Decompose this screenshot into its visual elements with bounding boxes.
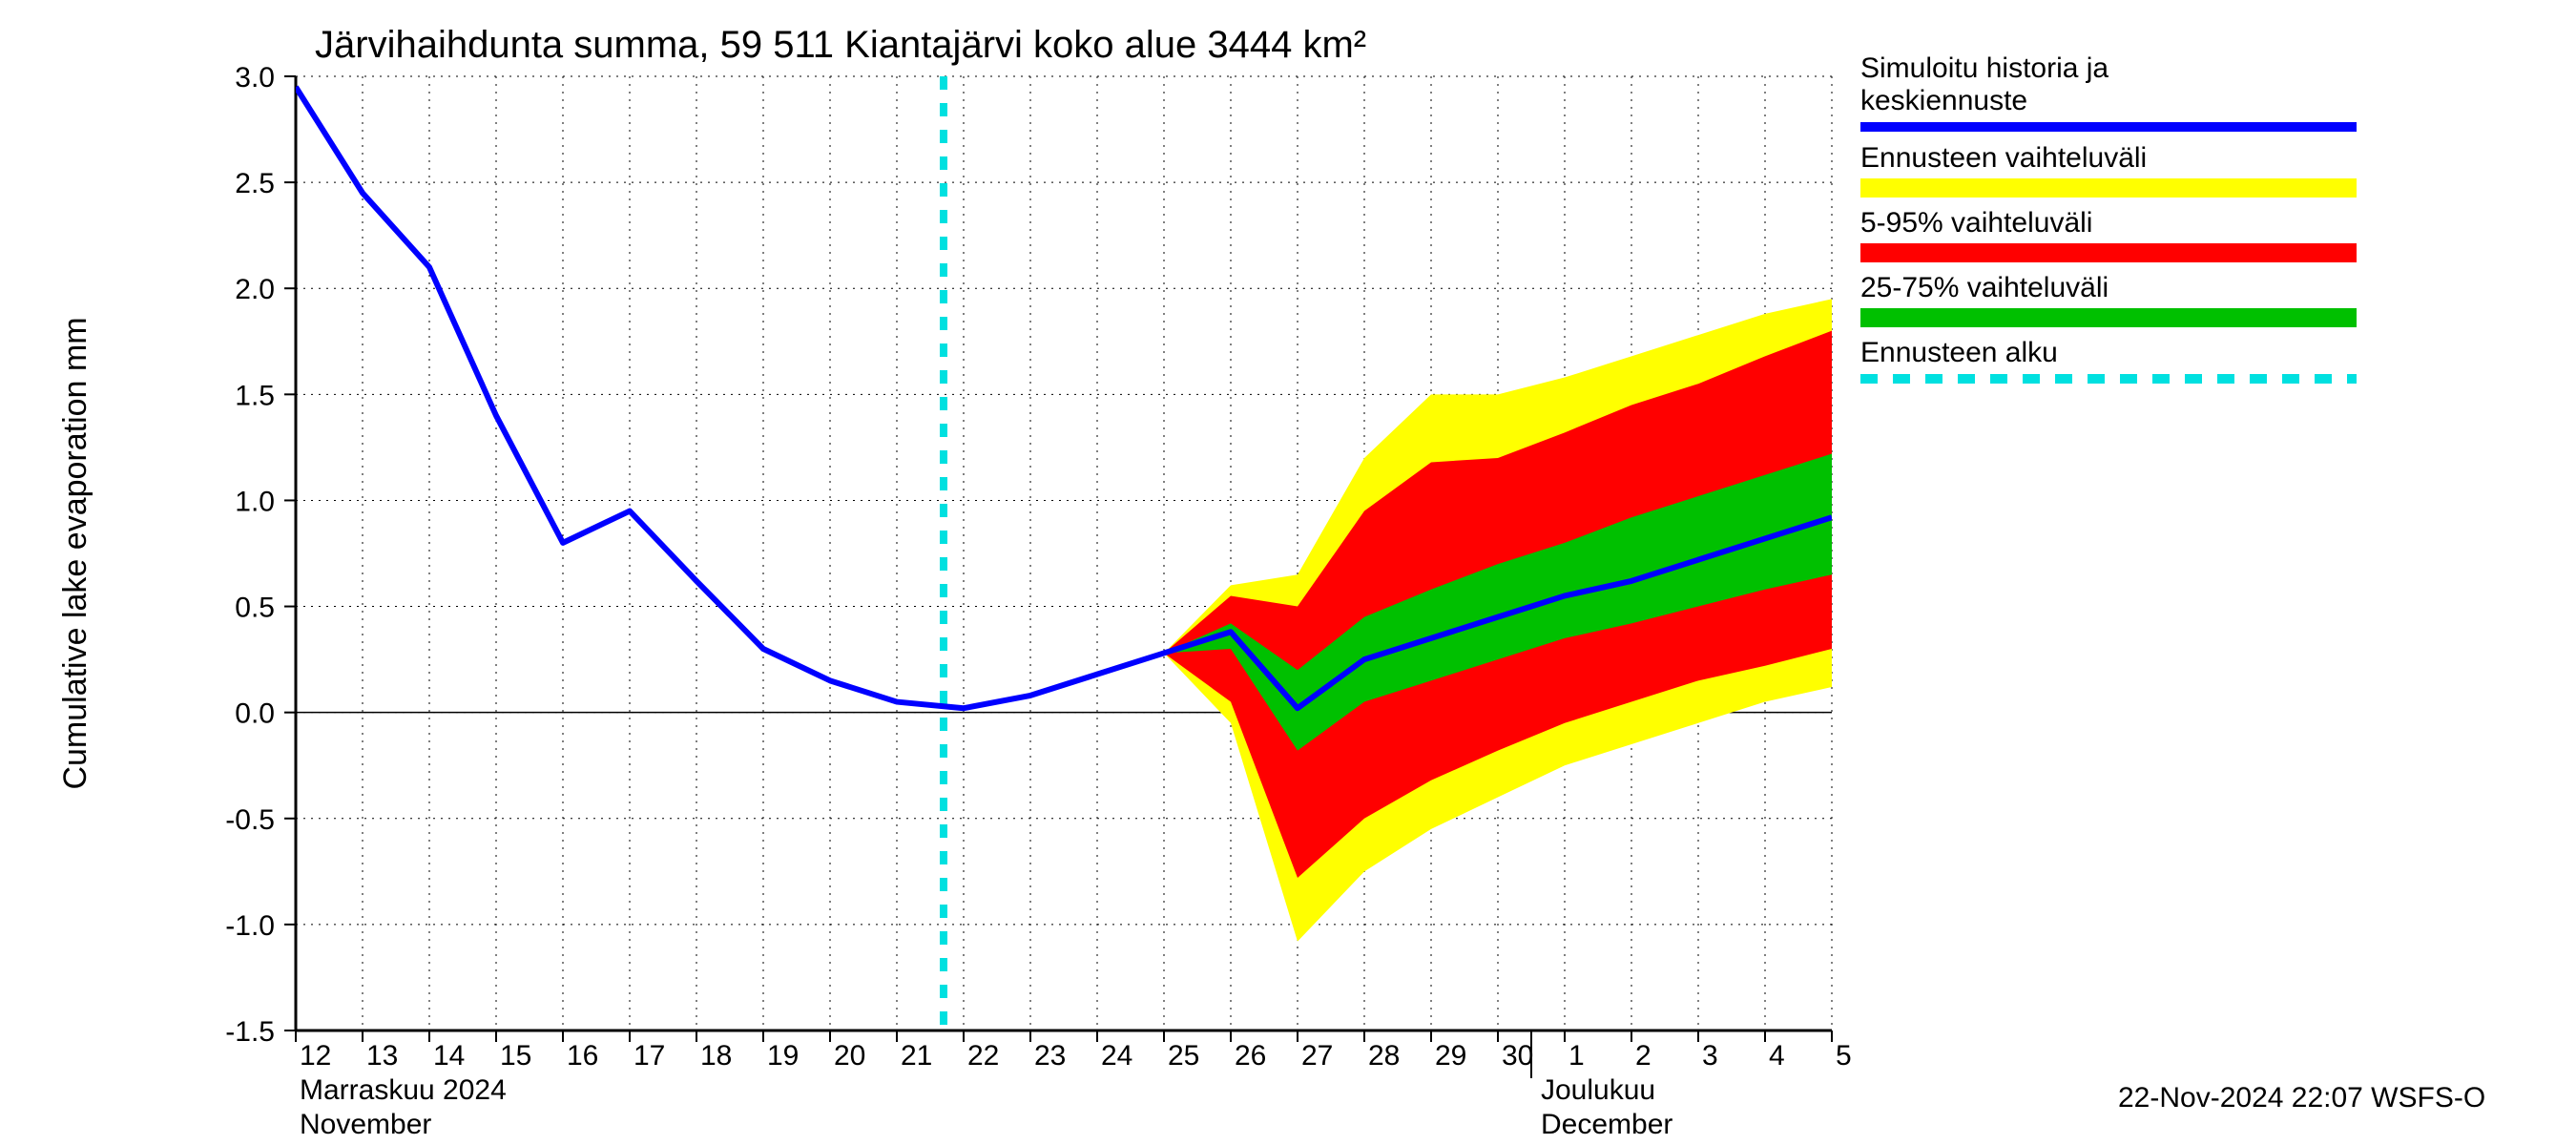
y-tick-label: 1.5 bbox=[235, 380, 275, 411]
x-tick-label: 17 bbox=[634, 1040, 665, 1072]
x-tick-label: 24 bbox=[1101, 1040, 1132, 1072]
chart-bg bbox=[0, 0, 2576, 1145]
legend-label: Ennusteen vaihteluväli bbox=[1860, 142, 2147, 174]
y-axis-label: Cumulative lake evaporation mm bbox=[57, 317, 93, 789]
legend-label: 25-75% vaihteluväli bbox=[1860, 272, 2109, 303]
y-tick-label: 0.0 bbox=[235, 698, 275, 730]
y-tick-label: 3.0 bbox=[235, 62, 275, 94]
x-tick-label: 16 bbox=[567, 1040, 598, 1072]
legend-label: keskiennuste bbox=[1860, 85, 2027, 116]
y-tick-label: 2.0 bbox=[235, 274, 275, 305]
y-tick-label: -0.5 bbox=[225, 804, 275, 836]
month-right-en: December bbox=[1541, 1109, 1672, 1140]
chart-container: -1.5-1.0-0.50.00.51.01.52.02.53.01213141… bbox=[0, 0, 2576, 1145]
legend-label: 5-95% vaihteluväli bbox=[1860, 207, 2092, 239]
x-tick-label: 5 bbox=[1836, 1040, 1852, 1072]
chart-title: Järvihaihdunta summa, 59 511 Kiantajärvi… bbox=[315, 24, 1366, 66]
x-tick-label: 18 bbox=[700, 1040, 732, 1072]
y-tick-label: 0.5 bbox=[235, 593, 275, 624]
x-tick-label: 27 bbox=[1301, 1040, 1333, 1072]
footer-timestamp: 22-Nov-2024 22:07 WSFS-O bbox=[2118, 1082, 2485, 1114]
month-left-en: November bbox=[300, 1109, 431, 1140]
legend-swatch-icon bbox=[1860, 308, 2357, 327]
month-left-fi: Marraskuu 2024 bbox=[300, 1074, 507, 1106]
x-tick-label: 15 bbox=[500, 1040, 531, 1072]
x-tick-label: 21 bbox=[901, 1040, 932, 1072]
x-tick-label: 26 bbox=[1235, 1040, 1266, 1072]
legend-swatch-icon bbox=[1860, 243, 2357, 262]
y-tick-label: -1.0 bbox=[225, 910, 275, 942]
x-tick-label: 30 bbox=[1502, 1040, 1533, 1072]
legend-label: Ennusteen alku bbox=[1860, 337, 2058, 368]
x-tick-label: 13 bbox=[366, 1040, 398, 1072]
x-tick-label: 20 bbox=[834, 1040, 865, 1072]
x-tick-label: 2 bbox=[1635, 1040, 1652, 1072]
chart-svg: -1.5-1.0-0.50.00.51.01.52.02.53.01213141… bbox=[0, 0, 2576, 1145]
y-tick-label: 1.0 bbox=[235, 486, 275, 517]
x-tick-label: 22 bbox=[967, 1040, 999, 1072]
x-tick-label: 3 bbox=[1702, 1040, 1718, 1072]
x-tick-label: 12 bbox=[300, 1040, 331, 1072]
x-tick-label: 1 bbox=[1568, 1040, 1585, 1072]
y-tick-label: 2.5 bbox=[235, 168, 275, 199]
month-right-fi: Joulukuu bbox=[1541, 1074, 1655, 1106]
x-tick-label: 23 bbox=[1034, 1040, 1066, 1072]
x-tick-label: 4 bbox=[1769, 1040, 1785, 1072]
legend-swatch-icon bbox=[1860, 178, 2357, 198]
y-tick-label: -1.5 bbox=[225, 1016, 275, 1048]
legend-label: Simuloitu historia ja bbox=[1860, 52, 2109, 84]
x-tick-label: 14 bbox=[433, 1040, 465, 1072]
x-tick-label: 25 bbox=[1168, 1040, 1199, 1072]
x-tick-label: 29 bbox=[1435, 1040, 1466, 1072]
x-tick-label: 28 bbox=[1368, 1040, 1400, 1072]
x-tick-label: 19 bbox=[767, 1040, 799, 1072]
